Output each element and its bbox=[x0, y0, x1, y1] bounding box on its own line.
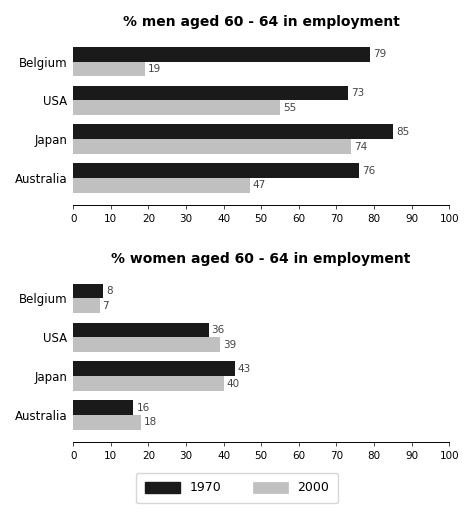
Text: 40: 40 bbox=[227, 378, 240, 389]
Title: % men aged 60 - 64 in employment: % men aged 60 - 64 in employment bbox=[123, 15, 400, 29]
Title: % women aged 60 - 64 in employment: % women aged 60 - 64 in employment bbox=[111, 252, 411, 266]
Text: 76: 76 bbox=[362, 165, 375, 176]
Text: 16: 16 bbox=[137, 402, 150, 413]
Text: 18: 18 bbox=[144, 417, 157, 428]
Bar bbox=[73, 124, 393, 139]
Bar bbox=[73, 61, 145, 76]
Text: 7: 7 bbox=[102, 301, 109, 311]
Text: 73: 73 bbox=[351, 88, 364, 98]
Text: 47: 47 bbox=[253, 180, 266, 190]
Text: 55: 55 bbox=[283, 103, 296, 113]
Bar bbox=[73, 298, 100, 313]
Text: 36: 36 bbox=[211, 325, 225, 335]
Text: 79: 79 bbox=[373, 49, 386, 59]
Text: 74: 74 bbox=[355, 141, 368, 152]
Text: 39: 39 bbox=[223, 339, 236, 350]
Bar bbox=[73, 100, 280, 115]
Bar bbox=[73, 400, 133, 415]
Bar bbox=[73, 86, 347, 100]
Bar bbox=[73, 361, 235, 376]
Legend: 1970, 2000: 1970, 2000 bbox=[136, 473, 338, 503]
Bar bbox=[73, 139, 351, 154]
Bar bbox=[73, 376, 224, 391]
Text: 85: 85 bbox=[396, 127, 409, 137]
Bar bbox=[73, 415, 141, 430]
Bar bbox=[73, 47, 370, 61]
Bar bbox=[73, 323, 209, 337]
Bar bbox=[73, 284, 103, 298]
Bar bbox=[73, 178, 250, 193]
Bar bbox=[73, 163, 359, 178]
Bar bbox=[73, 337, 220, 352]
Text: 43: 43 bbox=[238, 364, 251, 374]
Text: 8: 8 bbox=[106, 286, 113, 296]
Text: 19: 19 bbox=[147, 64, 161, 74]
